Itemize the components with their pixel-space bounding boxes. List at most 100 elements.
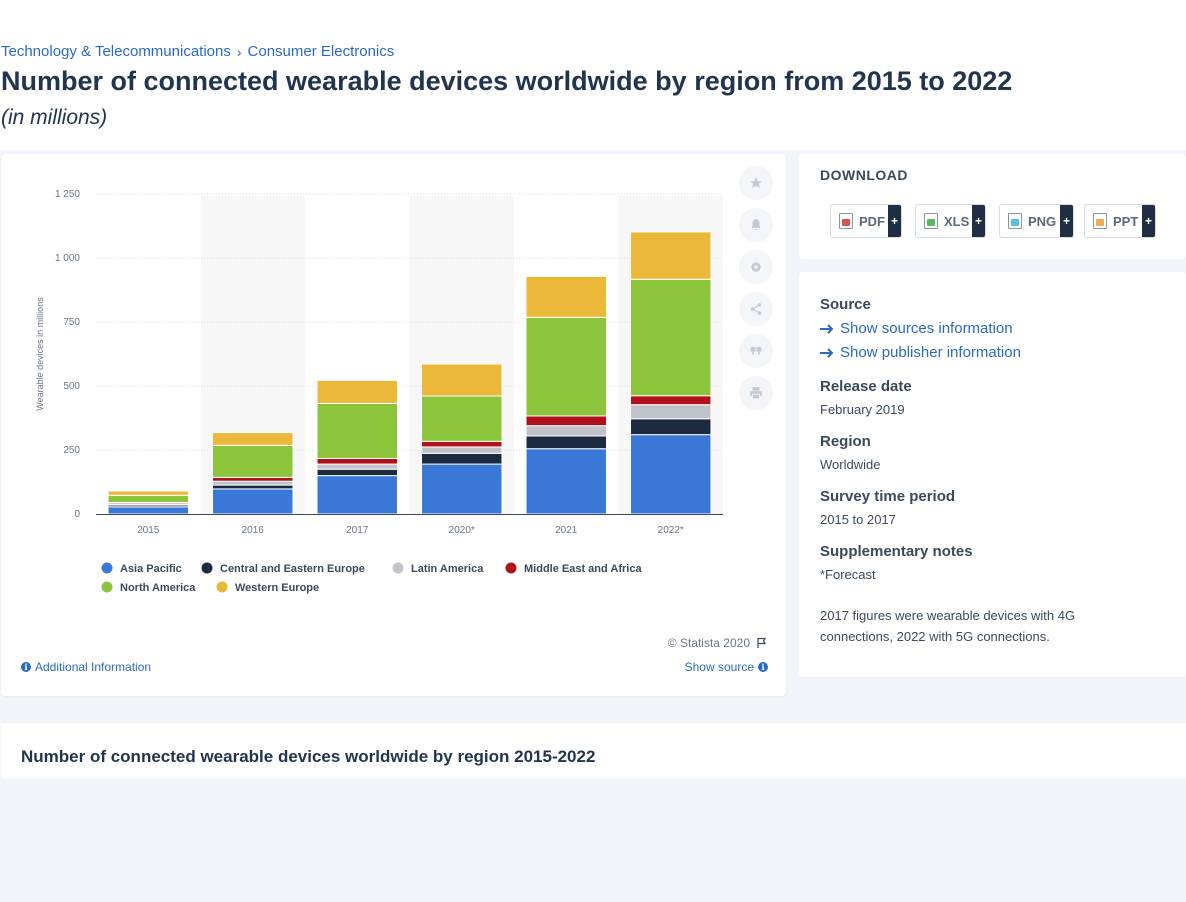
related-statistic-title[interactable]: Number of connected wearable devices wor… [21,747,596,766]
supplementary-notes-heading: Supplementary notes [820,543,973,560]
bar-segment [525,435,607,450]
bar-segment [212,476,294,482]
legend-marker [101,581,113,593]
bar-segment [421,452,503,465]
breadcrumb: Technology & Telecommunications › Consum… [1,43,394,60]
bar-segment [421,446,503,454]
bar-segment [316,475,398,515]
flag-icon[interactable] [756,637,768,649]
plus-icon: + [1060,205,1073,237]
bar-segment [421,395,503,442]
quote-icon [750,346,762,355]
bar-segment [316,379,398,404]
copyright: © Statista 2020 [668,636,768,650]
bar-segment [525,415,607,427]
pdf-icon-mark [842,219,850,226]
stacked-bar-chart: 0 250 500 750 1 000 1 250 Wearable devices in … [35,189,723,594]
breadcrumb-separator: › [236,43,242,60]
legend-label: Middle East and Africa [524,563,642,575]
info-icon: i [21,662,31,672]
gear-icon [751,262,761,272]
copyright-text: © Statista 2020 [667,636,750,650]
show-publisher-label: Show publisher information [840,344,1021,361]
x-tick-label: 2020* [449,525,475,536]
plus-icon: + [1142,205,1155,237]
region-value: Worldwide [820,457,881,472]
breadcrumb-item-consumer-electronics[interactable]: Consumer Electronics [247,43,395,60]
y-tick-label: 1 000 [55,253,80,264]
print-button[interactable] [739,376,773,410]
bar-segment [525,448,607,515]
y-tick-label: 500 [63,381,80,392]
notification-button[interactable] [739,208,773,242]
survey-period-heading: Survey time period [820,488,956,505]
legend-label: Central and Eastern Europe [220,563,365,575]
page-header [0,0,1186,150]
bar-segment [421,363,503,397]
download-xls-label: XLS [944,213,970,229]
statistic-details-panel: Source Show sources information Show pub… [799,272,1186,677]
legend-marker [101,562,113,574]
bar-segment [212,432,294,446]
release-date-value: February 2019 [820,402,905,417]
additional-information-link[interactable]: i Additional Information [21,660,151,674]
bar-segment [525,425,607,437]
bar-segment [212,480,294,486]
breadcrumb-item-technology[interactable]: Technology & Telecommunications [1,43,231,60]
bar-segment [525,275,607,318]
source-heading: Source [820,296,871,313]
xls-file-icon [924,213,938,229]
survey-period-value: 2015 to 2017 [820,512,896,527]
bar-segment [630,404,712,420]
download-png-button[interactable]: PNG + [999,204,1074,238]
legend-label: Latin America [411,563,484,575]
show-sources-label: Show sources information [840,320,1013,337]
legend-label: North America [120,582,196,594]
forecast-note: *Forecast [820,567,876,582]
download-title: DOWNLOAD [820,167,908,183]
bar-segment [630,231,712,280]
bar-segment [630,278,712,397]
page-subtitle: (in millions) [1,106,108,129]
download-ppt-button[interactable]: PPT + [1084,204,1156,238]
bar-segment [630,395,712,406]
star-icon [750,177,762,189]
png-icon-mark [1011,219,1019,226]
show-publisher-link[interactable]: Show publisher information [820,344,1021,361]
y-axis-title: Wearable devices in millions [35,297,45,411]
chart-card: 0 250 500 750 1 000 1 250 Wearable devices in … [1,154,786,696]
y-tick-label: 0 [74,509,80,520]
bar-segment [212,484,294,490]
favorite-button[interactable] [739,166,773,200]
download-xls-button[interactable]: XLS + [915,204,986,238]
x-tick-label: 2021 [555,525,578,536]
region-heading: Region [820,433,871,450]
ppt-file-icon [1093,213,1107,229]
show-source-link[interactable]: Show source i [685,660,768,674]
bar-segment [316,468,398,477]
x-tick-label: 2016 [242,525,265,536]
bar-segment [107,490,189,496]
bar-segment [421,463,503,515]
x-tick-label: 2022* [658,525,684,536]
share-icon [750,303,762,315]
bar-segment [421,440,503,448]
xls-icon-mark [927,219,935,226]
page-title: Number of connected wearable devices wor… [1,66,1013,96]
arrow-right-icon [820,347,834,358]
download-pdf-label: PDF [859,213,885,229]
bar-segment [630,434,712,515]
download-ppt-label: PPT [1113,213,1139,229]
cite-button[interactable] [739,334,773,368]
show-sources-link[interactable]: Show sources information [820,320,1013,337]
supplementary-note: 2017 figures were wearable devices with … [820,608,1076,644]
bar-segment [107,506,189,515]
arrow-right-icon [820,323,834,334]
download-pdf-button[interactable]: PDF + [830,204,902,238]
share-button[interactable] [739,292,773,326]
ppt-icon-mark [1096,219,1104,226]
png-file-icon [1008,213,1022,229]
settings-button[interactable] [739,250,773,284]
bar-segment [107,494,189,503]
download-png-label: PNG [1028,213,1057,229]
